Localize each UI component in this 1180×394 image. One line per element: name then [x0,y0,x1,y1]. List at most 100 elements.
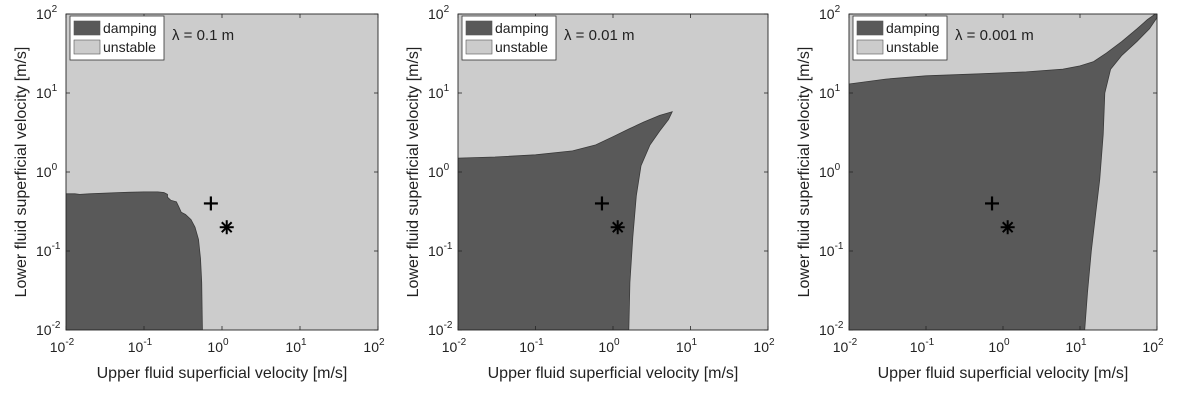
y-axis-label: Lower fluid superficial velocity [m/s] [405,47,422,298]
x-tick-label: 101 [1065,337,1087,355]
legend-label-unstable: unstable [495,39,548,55]
lambda-annotation: λ = 0.001 m [955,27,1034,44]
y-axis-label: Lower fluid superficial velocity [m/s] [13,47,30,298]
x-tick-label: 10-1 [519,337,544,355]
y-axis-label: Lower fluid superficial velocity [m/s] [796,47,813,298]
asterisk-marker-stroke [612,221,624,233]
x-tick-label: 100 [598,337,620,355]
y-tick-exponent: 1 [444,83,450,94]
legend-swatch-unstable [465,39,493,55]
legend-swatch-damping [465,20,493,36]
x-tick-label: 10-1 [128,337,153,355]
x-tick-exponent: -1 [535,337,544,348]
plus-marker [203,196,218,211]
legend: damping unstable [69,15,165,61]
legend-label-damping: damping [103,20,157,36]
y-tick-label: 100 [819,162,841,180]
x-tick-label: 100 [988,337,1010,355]
x-tick-exponent: -2 [848,337,857,348]
y-tick-exponent: 2 [835,4,841,15]
asterisk-marker [219,220,234,235]
chart-panel-lambda-0.1: 10-2 10-1 100 101 10210-210-1100101102Upper … [13,4,385,382]
y-tick-exponent: 0 [444,162,450,173]
legend-swatch-unstable [73,39,101,55]
x-tick-exponent: 1 [301,337,307,348]
x-tick-exponent: 2 [1158,337,1164,348]
x-axis-label: Upper fluid superficial velocity [m/s] [97,365,348,382]
x-tick-label: 102 [1142,337,1164,355]
lambda-annotation: λ = 0.1 m [172,27,234,44]
axes-box [65,13,379,331]
damping-region [66,191,203,330]
asterisk-marker [610,220,625,235]
chart-panel-lambda-0.01: 10-2 10-1 100 101 10210-210-1100101102Upper … [405,4,775,382]
legend: damping unstable [852,15,948,61]
x-tick-exponent: -1 [925,337,934,348]
legend-label-damping: damping [886,20,940,36]
x-tick-label: 101 [676,337,698,355]
x-tick-label: 102 [363,337,385,355]
x-tick-exponent: 2 [769,337,775,348]
y-tick-exponent: 2 [52,4,58,15]
x-tick-exponent: 2 [379,337,385,348]
y-tick-label: 100 [36,162,58,180]
x-tick-label: 10-2 [50,337,75,355]
y-tick-exponent: -1 [52,241,61,252]
x-tick-label: 10-1 [910,337,935,355]
y-tick-exponent: -2 [444,320,453,331]
y-tick-label: 102 [36,4,58,22]
x-tick-exponent: 0 [614,337,620,348]
y-tick-label: 100 [428,162,450,180]
x-tick-exponent: 0 [223,337,229,348]
y-tick-label: 101 [36,83,58,101]
y-tick-label: 101 [428,83,450,101]
y-tick-label: 102 [819,4,841,22]
y-tick-label: 10-1 [428,241,453,259]
y-tick-label: 102 [428,4,450,22]
y-tick-exponent: 1 [835,83,841,94]
chart-panel-lambda-0.001: 10-2 10-1 100 101 10210-210-1100101102Upper … [796,4,1164,382]
y-tick-label: 101 [819,83,841,101]
y-tick-label: 10-2 [36,320,61,338]
x-tick-exponent: 1 [1081,337,1087,348]
y-tick-label: 10-2 [819,320,844,338]
y-tick-exponent: 2 [444,4,450,15]
x-tick-exponent: 1 [692,337,698,348]
legend-label-unstable: unstable [103,39,156,55]
x-tick-exponent: -1 [143,337,152,348]
legend-swatch-unstable [856,39,884,55]
x-tick-label: 100 [207,337,229,355]
legend-swatch-damping [73,20,101,36]
plus-marker [985,196,1000,211]
x-tick-label: 10-2 [442,337,467,355]
damping-region [849,14,1157,330]
plus-marker [594,196,609,211]
y-tick-label: 10-2 [428,320,453,338]
asterisk-marker [1000,220,1015,235]
axes-box [457,13,769,331]
y-tick-exponent: 0 [52,162,58,173]
y-tick-exponent: 0 [835,162,841,173]
axes-box [848,13,1158,331]
x-tick-label: 102 [753,337,775,355]
x-tick-exponent: -2 [65,337,74,348]
legend-label-unstable: unstable [886,39,939,55]
lambda-annotation: λ = 0.01 m [564,27,634,44]
x-axis-label: Upper fluid superficial velocity [m/s] [488,365,739,382]
asterisk-marker-stroke [221,221,233,233]
legend: damping unstable [461,15,557,61]
legend-swatch-damping [856,20,884,36]
y-tick-label: 10-1 [819,241,844,259]
x-tick-label: 101 [285,337,307,355]
x-tick-label: 10-2 [833,337,858,355]
asterisk-marker-stroke [1002,221,1014,233]
legend-label-damping: damping [495,20,549,36]
damping-region [458,111,673,330]
y-tick-label: 10-1 [36,241,61,259]
x-tick-exponent: 0 [1004,337,1010,348]
y-tick-exponent: -2 [835,320,844,331]
x-axis-label: Upper fluid superficial velocity [m/s] [878,365,1129,382]
y-tick-exponent: -2 [52,320,61,331]
x-tick-exponent: -2 [457,337,466,348]
